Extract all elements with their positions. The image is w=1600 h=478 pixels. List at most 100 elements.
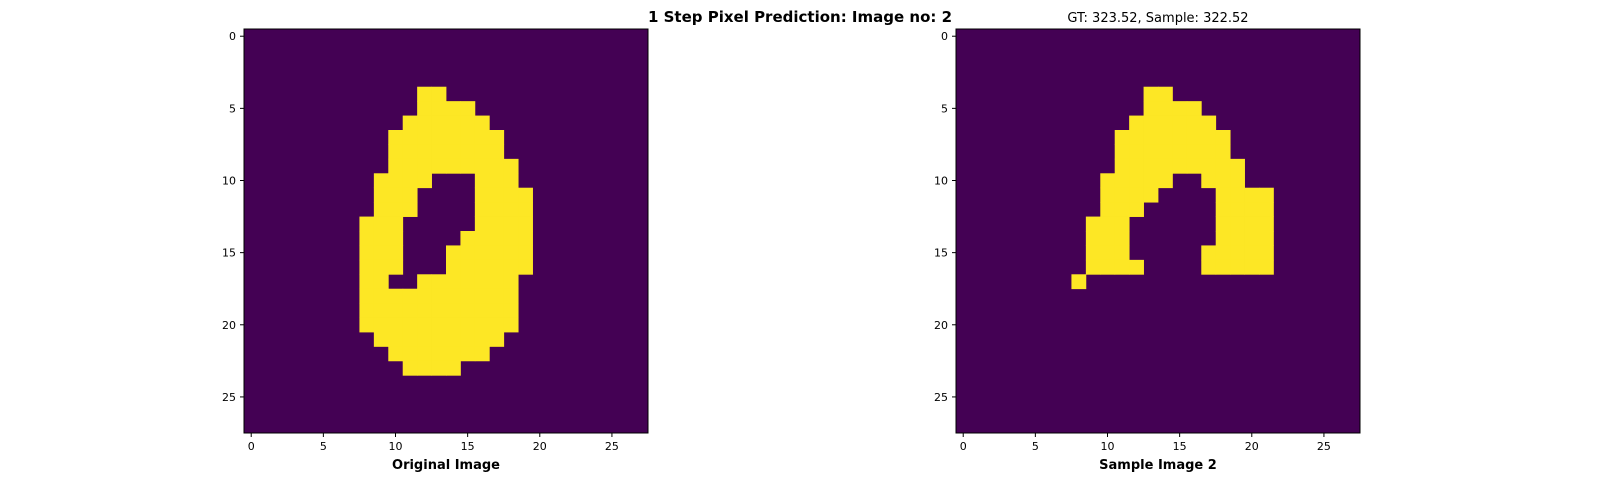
sample-pixel [1186,158,1202,174]
original-pixel [460,115,476,131]
original-pixel [489,144,505,160]
original-pixel [402,130,418,145]
original-pixel [474,158,490,174]
original-pixel [474,317,490,333]
figure-title: 1 Step Pixel Prediction: Image no: 2 [648,8,952,26]
original-y-tick-label: 15 [222,247,236,260]
original-pixel [474,231,490,246]
sample-pixel [1114,173,1130,189]
original-pixel [431,158,447,174]
sample-pixel [1259,245,1274,261]
original-pixel [460,259,476,275]
original-pixel [446,130,461,145]
original-pixel [489,303,505,318]
original-pixel [489,187,505,203]
sample-pixel [1129,130,1144,145]
original-pixel [373,288,389,304]
original-pixel [474,274,490,290]
original-pixel [431,144,447,160]
sample-pixel [1215,245,1231,261]
sample-pixel [1129,202,1144,217]
original-pixel [446,288,461,304]
sample-pixel [1114,216,1130,232]
original-pixel [402,360,418,376]
sample-pixel [1215,259,1231,275]
original-pixel [359,259,375,275]
original-pixel [359,303,375,318]
sample-pixel [1244,202,1260,217]
original-pixel [417,130,432,145]
original-pixel [431,288,447,304]
original-pixel [431,303,447,318]
original-pixel [402,346,418,362]
original-pixel [446,303,461,318]
original-pixel [373,187,389,203]
original-pixel [518,187,533,203]
sample-pixel [1201,144,1217,160]
original-pixel [474,245,490,261]
original-y-tick-label: 10 [222,175,236,188]
sample-pixel [1085,245,1101,261]
original-pixel [503,245,519,261]
original-pixel [417,360,432,376]
original-pixel [474,187,490,203]
original-pixel [388,346,404,362]
sample-pixel [1186,115,1202,131]
original-pixel [388,259,404,275]
original-pixel [489,317,505,333]
sample-image-panel: 0 5 10 15 20 25 0 5 10 15 20 25 Sample Image 2 GT: 32… [934,11,1361,473]
sample-pixel [1201,173,1217,189]
original-pixel [431,86,447,102]
sample-x-tick-label: 10 [1101,440,1115,453]
original-pixel [446,360,461,376]
sample-y-tick-label: 10 [934,175,948,188]
sample-pixel [1114,187,1130,203]
sample-pixel [1158,173,1173,189]
sample-pixel [1143,115,1159,131]
sample-pixel [1114,231,1130,246]
sample-pixel [1186,144,1202,160]
sample-y-tick-label: 25 [934,391,948,404]
sample-pixel [1172,130,1188,145]
sample-pixel [1215,144,1231,160]
sample-pixel [1230,259,1245,275]
sample-pixel [1230,216,1245,232]
original-pixel [489,130,505,145]
original-pixel [489,231,505,246]
original-pixel [460,231,476,246]
original-pixel [446,245,461,261]
original-pixel [503,202,519,217]
original-x-tick-label: 10 [389,440,403,453]
original-pixel [417,303,432,318]
original-pixel [518,245,533,261]
original-pixel [431,360,447,376]
sample-pixel [1114,130,1130,145]
original-pixel [417,332,432,347]
original-pixel [388,303,404,318]
sample-pixel [1129,173,1144,189]
original-pixel [373,173,389,189]
original-pixel [474,303,490,318]
original-pixel [388,245,404,261]
sample-pixel [1114,245,1130,261]
sample-pixel [1201,245,1217,261]
sample-pixel [1244,216,1260,232]
original-pixel [388,173,404,189]
original-pixel [388,216,404,232]
original-pixel [503,288,519,304]
original-pixel [460,303,476,318]
sample-pixel [1215,202,1231,217]
original-pixel [460,317,476,333]
sample-x-tick-label: 0 [960,440,967,453]
original-pixel [431,346,447,362]
sample-pixel [1172,144,1188,160]
original-pixel [388,317,404,333]
original-pixel [373,274,389,290]
original-pixel [503,158,519,174]
original-pixel [489,202,505,217]
original-pixel [503,216,519,232]
sample-pixel [1201,259,1217,275]
original-pixel [446,259,461,275]
sample-pixel [1172,158,1188,174]
